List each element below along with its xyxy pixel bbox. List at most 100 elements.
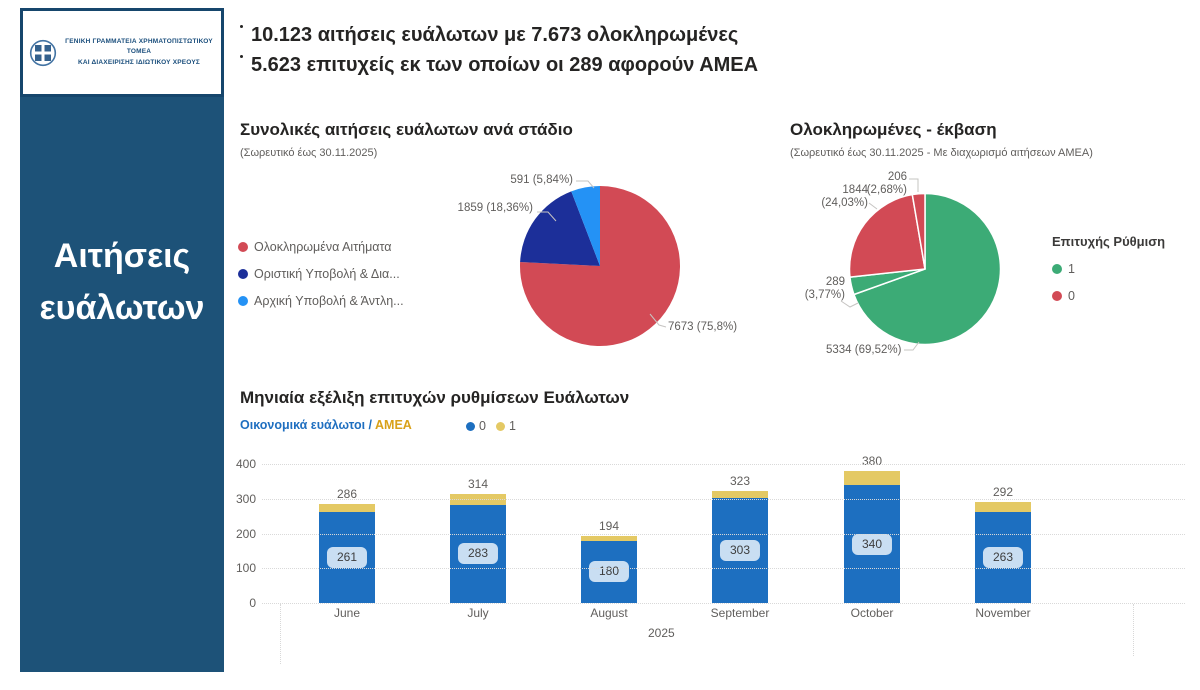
y-tick-label: 0 [249,596,256,610]
legend-dot-icon [1052,263,1062,274]
pie1-label-completed: 7673 (75,8%) [668,321,738,333]
pie-slice-success-1[interactable] [852,192,1002,346]
pie2-label-success: 5334 (69,52%) [826,344,902,356]
subtitle-run: / [365,418,376,432]
bar-august[interactable]: 180 [581,535,637,603]
legend-dot-icon [238,241,248,252]
pie2-subtitle: (Σωρευτικό έως 30.11.2025 - Με διαχωρισμ… [790,147,1093,159]
bar-chart-x-axis-title: 2025 [648,626,675,640]
bullet-icon [240,55,243,58]
pie1-legend-item-completed[interactable]: Ολοκληρωμένα Αιτήματα [238,233,404,260]
legend-dot-icon [238,295,248,306]
page-title: Αιτήσεις ευάλωτων [39,237,205,327]
x-tick-label-july: July [467,606,489,620]
bar-total-label: 286 [336,486,358,501]
x-tick-label-october: October [850,606,894,620]
pie-slice-completed[interactable] [519,186,680,346]
bar-inner-label: 340 [851,533,893,555]
agency-name: ΓΕΝΙΚΗ ΓΡΑΜΜΑΤΕΙΑ ΧΡΗΜΑΤΟΠΙΣΤΩΤΙΚΟΥ ΤΟΜΕ… [65,37,213,66]
plot-right-edge-dots [1133,604,1134,656]
bar-september[interactable]: 303 [712,490,768,603]
bullet-icon [240,25,243,28]
y-tick-label: 400 [235,457,256,471]
pie2-legend-item-1[interactable]: 1 [1052,255,1165,282]
pie1-legend-item-initial-submission[interactable]: Αρχική Υποβολή & Άντλη... [238,287,404,314]
plot-left-edge-dots [280,604,281,664]
bar-inner-label: 303 [719,539,761,561]
pie1-label-initial: 591 (5,84%) [510,174,573,186]
greek-emblem-icon [29,39,57,67]
legend-dot-icon [466,421,475,431]
bar-july[interactable]: 283 [450,493,506,603]
pie1-subtitle: (Σωρευτικό έως 30.11.2025) [240,147,378,159]
pie2-legend: Επιτυχής Ρύθμιση 1 0 [1052,234,1165,309]
bar-june[interactable]: 261 [319,503,375,603]
x-tick-label-august: August [590,606,628,620]
bar-total-label: 380 [861,454,883,468]
bar-inner-label: 263 [982,546,1024,568]
pie1-label-final: 1859 (18,36%) [457,202,533,214]
legend-dot-icon [1052,290,1062,301]
legend-label: Αρχική Υποβολή & Άντλη... [254,293,404,308]
bar-segment-amea[interactable] [581,535,637,541]
pie2-label-fail: 1844 (24,03%) [821,184,868,209]
bar-legend-item-1[interactable]: 1 [495,419,516,433]
gridline [262,498,1185,500]
sidebar: Αιτήσεις ευάλωτων [20,97,224,672]
x-tick-label-september: September [710,606,770,620]
bar-total-label: 194 [598,518,620,533]
bar-total-label: 323 [729,473,751,488]
bar-legend-item-0[interactable]: 0 [466,419,486,433]
bar-inner-label: 180 [588,561,630,583]
gridline [262,568,1185,570]
legend-label: Οριστική Υποβολή & Δια... [254,266,400,281]
pie-slice-fail-0-amea[interactable] [911,192,926,270]
pie1-chart [519,186,680,346]
agency-logo: ΓΕΝΙΚΗ ΓΡΑΜΜΑΤΕΙΑ ΧΡΗΜΑΤΟΠΙΣΤΩΤΙΚΟΥ ΤΟΜΕ… [20,8,224,97]
legend-label: 1 [1068,261,1075,276]
subtitle-run: ΑΜΕΑ [375,418,412,432]
pie2-label-success-amea: 289 (3,77%) [804,276,845,301]
pie1-title: Συνολικές αιτήσεις ευάλωτων ανά στάδιο [240,120,573,139]
y-tick-label: 100 [235,561,256,576]
gridline [262,603,1185,604]
bar-total-label: 314 [467,476,489,491]
y-tick-label: 200 [235,526,256,541]
x-tick-label-june: June [333,606,361,620]
bar-segment-amea[interactable] [319,503,375,513]
kpi-line-1: 10.123 αιτήσεις ευάλωτων με 7.673 ολοκλη… [240,20,758,50]
pie2-label-fail-amea: 206 (2,68%) [866,171,907,196]
bar-chart-subtitle-legend: Οικονομικά ευάλωτοι / ΑΜΕΑ [240,418,412,432]
bar-total-label: 292 [992,484,1014,499]
subtitle-run: Οικονομικά ευάλωτοι [240,418,366,432]
pie-slice-final-submission[interactable] [520,191,600,266]
pie1-legend-item-final-submission[interactable]: Οριστική Υποβολή & Δια... [238,260,404,287]
legend-label: 1 [508,419,516,433]
bar-inner-label: 261 [326,547,368,569]
legend-label: Ολοκληρωμένα Αιτήματα [254,239,392,254]
kpi-line-2: 5.623 επιτυχείς εκ των οποίων οι 289 αφο… [240,50,758,80]
bar-november[interactable]: 263 [975,501,1031,604]
bar-chart-title: Μηνιαία εξέλιξη επιτυχών ρυθμίσεων Ευάλω… [240,388,630,407]
y-tick-label: 300 [235,491,256,506]
gridline [262,533,1185,535]
legend-label: 0 [479,419,486,433]
gridline [262,464,1185,465]
bar-segment-amea[interactable] [712,490,768,498]
bar-segment-amea[interactable] [975,501,1031,512]
pie2-legend-item-0[interactable]: 0 [1052,282,1165,309]
legend-dot-icon [495,421,505,431]
pie2-legend-title: Επιτυχής Ρύθμιση [1052,234,1166,249]
pie-slice-fail-0[interactable] [848,193,926,278]
pie2-title: Ολοκληρωμένες - έκβαση [790,120,997,139]
bar-segment-amea[interactable] [844,471,900,485]
bar-inner-label: 283 [457,543,499,565]
pie-slice-initial-submission[interactable] [571,186,600,266]
kpi-headline: 10.123 αιτήσεις ευάλωτων με 7.673 ολοκλη… [240,20,758,80]
bar-october[interactable]: 340 [844,471,900,603]
pie1-legend: Ολοκληρωμένα Αιτήματα Οριστική Υποβολή & … [238,233,404,314]
legend-label: 0 [1068,288,1075,303]
legend-dot-icon [238,268,248,279]
